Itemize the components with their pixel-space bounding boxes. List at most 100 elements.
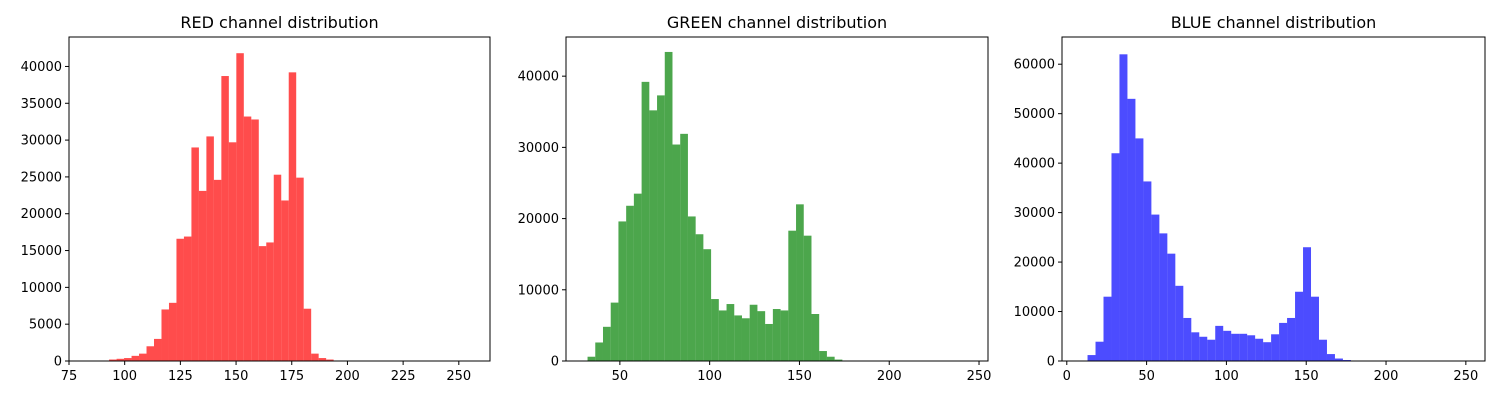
x-tick-label: 100 (697, 369, 722, 384)
green-bar (680, 133, 688, 361)
green-bar (687, 216, 696, 361)
y-tick-label: 25000 (21, 170, 62, 185)
red-bar (236, 53, 244, 361)
red-bar (251, 119, 259, 362)
green-bar (788, 230, 797, 361)
blue-bar (1167, 253, 1176, 361)
x-tick-label: 200 (877, 369, 902, 384)
blue-bar (1247, 335, 1256, 361)
x-tick-label: 250 (1453, 369, 1478, 384)
blue-bar (1175, 285, 1184, 361)
y-tick-label: 30000 (21, 134, 62, 149)
green-bar (765, 323, 773, 361)
blue-y-axis: 0 10000 20000 30000 40000 50000 60000 (1014, 58, 1062, 370)
y-tick-label: 50000 (1014, 107, 1055, 122)
red-bar (139, 353, 147, 361)
red-bar (318, 358, 327, 361)
x-tick-label: 0 (1063, 369, 1071, 384)
red-bar (161, 309, 169, 361)
red-bar (221, 76, 229, 361)
blue-bar (1111, 153, 1120, 361)
red-histogram-panel: RED channel distribution 75 100 125 150 175 2… (21, 13, 491, 384)
red-bar (146, 346, 155, 361)
red-y-axis: 0 5000 10000 15000 20000 25000 30000 35000 40000 (21, 60, 69, 370)
y-tick-label: 15000 (21, 244, 62, 259)
blue-bar (1311, 296, 1319, 361)
green-bar (610, 302, 619, 361)
red-bar (198, 190, 207, 361)
green-bar (626, 205, 634, 361)
red-bars (109, 53, 334, 362)
blue-axes-frame (1061, 36, 1486, 362)
blue-bar (1279, 322, 1288, 361)
red-bar (154, 338, 162, 361)
red-bar (273, 174, 282, 361)
blue-bar (1143, 181, 1152, 361)
green-bar (803, 235, 812, 361)
green-bar (819, 351, 827, 361)
green-bar (796, 204, 804, 361)
blue-bar (1207, 339, 1216, 361)
blue-bar (1095, 341, 1104, 361)
green-bar (757, 311, 766, 361)
x-tick-label: 150 (1294, 369, 1319, 384)
blue-bar (1215, 325, 1224, 361)
red-bar (311, 353, 319, 361)
green-bar (595, 342, 603, 361)
blue-bar (1334, 358, 1343, 361)
red-bar (191, 147, 199, 361)
y-tick-label: 0 (1047, 355, 1055, 370)
red-bar (258, 246, 267, 361)
x-tick-label: 100 (1214, 369, 1239, 384)
green-bar (672, 144, 681, 361)
green-bar (834, 359, 843, 361)
y-tick-label: 20000 (21, 207, 62, 222)
blue-bar (1231, 333, 1240, 361)
red-bar (131, 355, 140, 361)
blue-bar (1223, 330, 1232, 361)
blue-bars (1087, 54, 1351, 361)
y-tick-label: 35000 (21, 97, 62, 112)
green-bar (780, 310, 789, 361)
blue-bar (1119, 54, 1128, 361)
green-bar (772, 309, 781, 361)
green-bar (749, 304, 758, 361)
x-tick-label: 125 (168, 369, 193, 384)
blue-bar (1199, 336, 1208, 361)
blue-bar (1287, 317, 1296, 361)
green-bar (734, 315, 742, 361)
blue-bar (1191, 332, 1200, 361)
red-bar (228, 142, 237, 361)
green-bars (587, 51, 843, 362)
y-tick-label: 40000 (21, 60, 62, 75)
green-chart-title: GREEN channel distribution (667, 13, 887, 32)
x-tick-label: 250 (967, 369, 992, 384)
red-bar (243, 116, 252, 361)
y-tick-label: 10000 (518, 283, 559, 298)
x-tick-label: 50 (612, 369, 629, 384)
blue-chart-title: BLUE channel distribution (1171, 13, 1377, 32)
y-tick-label: 0 (54, 355, 62, 370)
x-tick-label: 100 (112, 369, 137, 384)
y-tick-label: 30000 (1014, 206, 1055, 221)
green-bar (641, 81, 650, 361)
red-bar (303, 308, 312, 361)
x-tick-label: 200 (1374, 369, 1399, 384)
x-tick-label: 150 (787, 369, 812, 384)
green-bar (664, 51, 673, 361)
green-bar (587, 356, 596, 361)
green-bar (726, 304, 735, 361)
y-tick-label: 10000 (21, 281, 62, 296)
blue-bar (1263, 342, 1272, 361)
green-bar (711, 299, 719, 361)
red-bar (266, 242, 274, 361)
red-bar (206, 136, 214, 361)
x-tick-label: 75 (61, 369, 78, 384)
red-bar (124, 358, 132, 361)
red-bar (168, 302, 177, 361)
red-axes-frame (68, 36, 491, 362)
blue-bar (1318, 339, 1327, 361)
green-bar (826, 356, 835, 361)
green-bar (602, 326, 611, 361)
green-bar (718, 310, 727, 361)
